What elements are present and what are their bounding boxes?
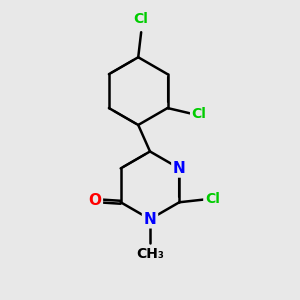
Text: Cl: Cl (134, 12, 148, 26)
Text: O: O (88, 193, 101, 208)
Text: Cl: Cl (205, 192, 220, 206)
Text: N: N (173, 161, 186, 176)
Text: Cl: Cl (192, 107, 206, 121)
Text: CH₃: CH₃ (136, 247, 164, 261)
Text: N: N (144, 212, 156, 227)
